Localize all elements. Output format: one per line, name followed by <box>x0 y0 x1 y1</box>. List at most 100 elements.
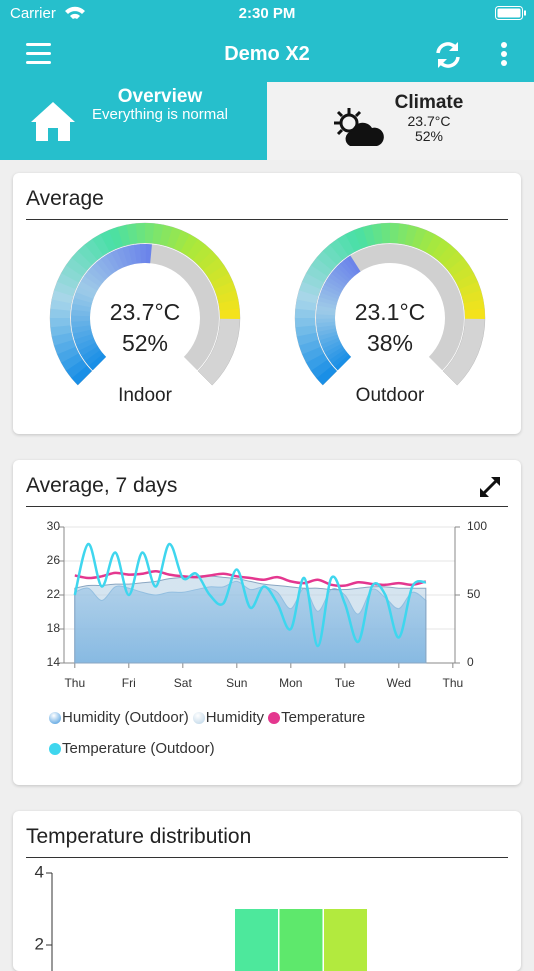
gauge-scale <box>310 359 333 379</box>
humidity-arc-segment <box>317 300 337 309</box>
gauge-label: Outdoor <box>356 385 425 406</box>
humidity-arc-segment <box>100 254 117 274</box>
humidity-arc-segment <box>331 351 349 368</box>
legend-item[interactable]: Temperature <box>268 702 365 733</box>
line <box>73 542 427 648</box>
gauge-scale <box>464 308 485 319</box>
x-tick-label: Fri <box>122 676 136 690</box>
legend-swatch <box>192 711 205 724</box>
y-tick-label: 14 <box>47 655 61 669</box>
humidity-arc-segment <box>84 349 104 366</box>
legend-item[interactable]: Humidity (Outdoor) <box>49 702 189 733</box>
y2-tick-label: 0 <box>467 655 474 669</box>
more-button[interactable] <box>499 41 509 69</box>
gauge-scale <box>337 233 356 256</box>
gauge-scale <box>214 281 237 297</box>
card-title: Average <box>26 187 104 210</box>
y-tick-label: 2 <box>35 934 44 953</box>
humidity-arc-segment <box>322 283 342 297</box>
gauge-scale <box>390 223 401 244</box>
gauge-scale <box>302 272 325 290</box>
gauge-scale <box>456 273 479 291</box>
humidity-arc-segment <box>122 245 133 266</box>
gauge-scale <box>404 224 419 247</box>
x-tick-label: Thu <box>64 676 85 690</box>
refresh-button[interactable] <box>433 40 463 70</box>
humidity-arc-segment <box>315 317 336 324</box>
gauge-scale <box>61 264 84 283</box>
gauge-scale <box>135 223 146 244</box>
gauge-scale <box>186 239 207 261</box>
gauge-scale <box>425 234 444 257</box>
gauge-scale <box>173 230 191 253</box>
x-tick-label: Mon <box>279 676 302 690</box>
gauge-scale <box>380 223 391 244</box>
legend-item[interactable]: Humidity <box>192 702 264 733</box>
tab-title: Overview <box>117 86 203 107</box>
humidity-arc-segment <box>320 337 340 349</box>
gauge-scale <box>219 308 240 319</box>
gauge-scale <box>51 289 74 304</box>
gauge-temperature: 23.7°C <box>110 299 181 325</box>
humidity-arc-segment <box>319 334 339 345</box>
gauge-scale <box>159 224 174 247</box>
gauge-scale <box>311 256 333 277</box>
average-card: Average 23.7°C 52% Indoor 23.1°C 38% Outdoor <box>13 173 521 434</box>
menu-button[interactable] <box>26 42 52 66</box>
gauge-scale <box>298 339 321 355</box>
gauge-scale <box>463 299 485 312</box>
tab-title: Climate <box>394 92 464 113</box>
line-chart: 14 18 22 26 30 0 50 100 Thu Fri Sat Sun Mon Tue Wed Thu <box>47 519 488 690</box>
humidity-arc-segment <box>317 296 338 306</box>
legend-label: Humidity (Outdoor) <box>62 709 189 726</box>
gauge-humidity: 52% <box>122 330 168 356</box>
gauge-scale <box>218 299 240 312</box>
humidity-arc-segment <box>317 327 337 337</box>
humidity-arc-segment <box>84 270 103 287</box>
gauge-scale <box>305 352 328 371</box>
gauge-scale <box>50 324 72 337</box>
humidity-arc-segment <box>322 340 342 353</box>
gauge-scale <box>316 250 338 271</box>
gauge-scale <box>447 257 470 277</box>
legend-item[interactable]: Temperature (Outdoor) <box>49 733 215 764</box>
gauge-scale <box>207 265 230 284</box>
gauge-scale <box>211 273 234 291</box>
bar <box>235 909 278 971</box>
humidity-arc-segment <box>78 341 98 357</box>
humidity-arc-segment <box>73 333 94 346</box>
gauge-scale <box>60 352 83 371</box>
legend-swatch <box>49 742 61 755</box>
divider <box>26 506 508 507</box>
gauge-scale <box>126 223 139 245</box>
gauge-scale <box>322 243 344 265</box>
humidity-arc-segment <box>72 297 93 308</box>
humidity-arc-segment <box>316 304 336 312</box>
humidity-arc-segment <box>75 285 96 299</box>
legend-label: Temperature <box>281 709 366 726</box>
humidity-arc-segment <box>318 330 338 341</box>
gauge-scale <box>92 233 111 256</box>
header <box>0 0 534 82</box>
card-title: Temperature distribution <box>26 825 252 848</box>
divider <box>26 219 508 220</box>
gauge-scale <box>49 317 71 328</box>
gauge-scale <box>57 272 80 290</box>
humidity-arc-segment <box>87 266 106 284</box>
nav-title: Demo X2 <box>224 43 310 65</box>
expand-button[interactable] <box>478 475 502 499</box>
y2-tick-label: 50 <box>467 587 481 601</box>
humidity-arc-segment <box>116 247 129 268</box>
gauges: 23.7°C 52% Indoor 23.1°C 38% Outdoor <box>49 222 486 406</box>
humidity-arc-segment <box>339 260 356 278</box>
humidity-arc <box>71 244 152 371</box>
humidity-arc-segment <box>343 257 359 276</box>
humidity-arc-segment <box>324 343 344 357</box>
card-title: Average, 7 days <box>26 474 178 497</box>
gauge-scale <box>299 280 322 297</box>
climate-tab[interactable] <box>267 82 534 160</box>
bar-chart: 24 <box>35 862 367 971</box>
humidity-arc-segment <box>336 263 354 280</box>
gauge-scale <box>315 364 337 386</box>
humidity-arc-segment <box>145 244 152 264</box>
